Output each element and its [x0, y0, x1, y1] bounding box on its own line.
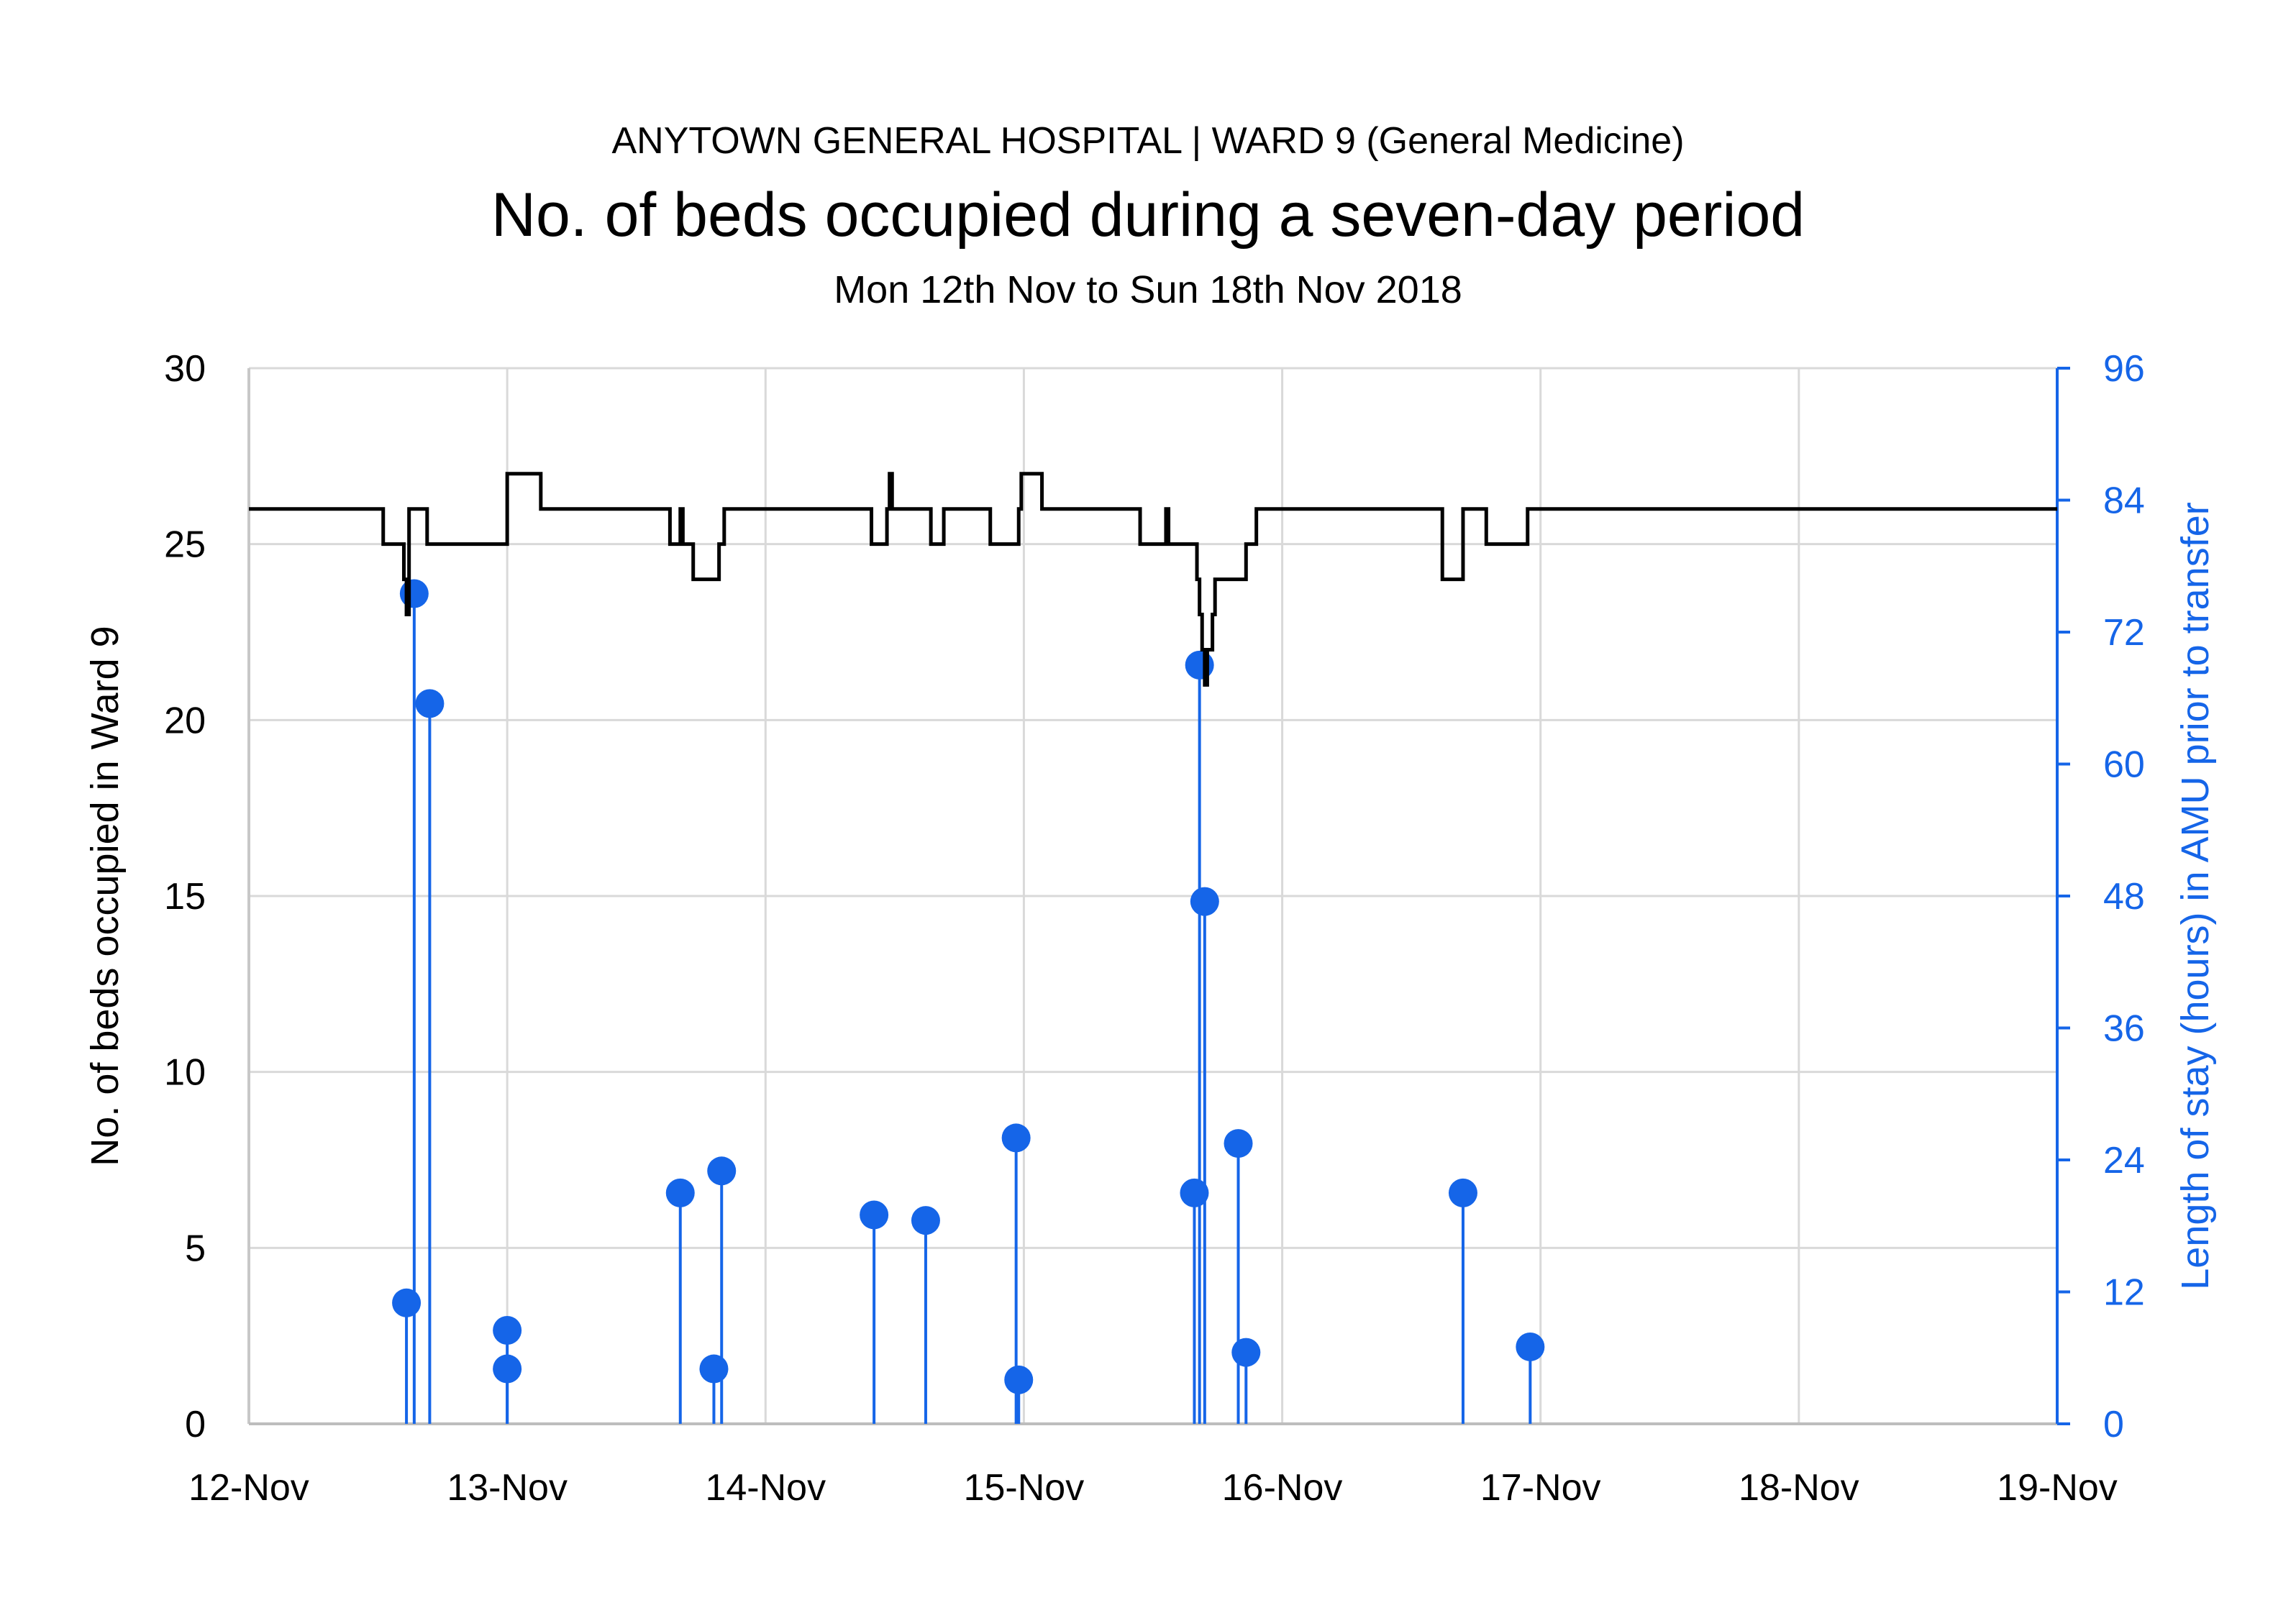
x-tick-label: 18-Nov: [1739, 1467, 1859, 1509]
axis-labels: 0 5 10 15 20 25 30 12-Nov 13-Nov 14-Nov 15-Nov 16-N…: [83, 348, 2217, 1509]
x-tick-label: 16-Nov: [1222, 1467, 1343, 1509]
beds-occupied-line: [249, 472, 2057, 687]
y-left-tick-label: 0: [185, 1404, 206, 1445]
y-right-tick-label: 84: [2103, 480, 2145, 522]
chart-subtitle: Mon 12th Nov to Sun 18th Nov 2018: [834, 268, 1462, 311]
y-right-tick-label: 24: [2103, 1140, 2145, 1181]
y-right-tick-label: 96: [2103, 348, 2145, 390]
length-of-stay-point: [665, 1178, 695, 1207]
length-of-stay-point: [1516, 1332, 1545, 1361]
length-of-stay-point: [1004, 1365, 1034, 1394]
length-of-stay-point: [1224, 1129, 1253, 1158]
length-of-stay-point: [707, 1156, 737, 1186]
length-of-stay-point: [1001, 1123, 1031, 1153]
length-of-stay-point: [860, 1200, 889, 1230]
x-tick-label: 12-Nov: [188, 1467, 309, 1509]
beds-occupied-series: [249, 472, 2057, 687]
y-left-tick-label: 5: [185, 1228, 206, 1269]
length-of-stay-point: [911, 1206, 940, 1235]
length-of-stay-point: [399, 579, 429, 608]
x-tick-label: 19-Nov: [1997, 1467, 2118, 1509]
gridlines: [249, 367, 2057, 1424]
length-of-stay-point: [1185, 650, 1214, 680]
length-of-stay-point: [493, 1316, 522, 1345]
y-left-tick-label: 15: [164, 876, 206, 918]
y-right-tick-label: 0: [2103, 1404, 2124, 1445]
y-right-axis-title: Length of stay (hours) in AMU prior to t…: [2174, 502, 2217, 1289]
axes: [247, 367, 2070, 1425]
chart-title: No. of beds occupied during a seven-day …: [491, 180, 1805, 250]
y-left-tick-label: 25: [164, 524, 206, 566]
y-left-tick-label: 20: [164, 700, 206, 741]
y-right-tick-label: 36: [2103, 1008, 2145, 1050]
y-right-tick-label: 12: [2103, 1272, 2145, 1314]
x-tick-label: 17-Nov: [1480, 1467, 1601, 1509]
length-of-stay-point: [1180, 1178, 1209, 1207]
x-tick-label: 15-Nov: [964, 1467, 1085, 1509]
length-of-stay-point: [1231, 1338, 1261, 1367]
chart-supertitle: ANYTOWN GENERAL HOSPITAL | WARD 9 (Gener…: [611, 120, 1685, 162]
y-right-tick-label: 48: [2103, 876, 2145, 918]
x-tick-label: 14-Nov: [705, 1467, 826, 1509]
y-right-tick-label: 60: [2103, 744, 2145, 786]
length-of-stay-point: [392, 1288, 422, 1317]
length-of-stay-point: [1448, 1178, 1477, 1207]
y-right-tick-label: 72: [2103, 612, 2145, 654]
length-of-stay-point: [493, 1354, 522, 1384]
length-of-stay-point: [415, 689, 445, 718]
x-tick-label: 13-Nov: [447, 1467, 568, 1509]
y-left-tick-label: 10: [164, 1052, 206, 1094]
y-left-axis-title: No. of beds occupied in Ward 9: [83, 626, 127, 1166]
length-of-stay-point: [1190, 887, 1219, 916]
length-of-stay-series: [392, 579, 1545, 1424]
y-left-tick-label: 30: [164, 348, 206, 390]
length-of-stay-point: [699, 1354, 729, 1384]
